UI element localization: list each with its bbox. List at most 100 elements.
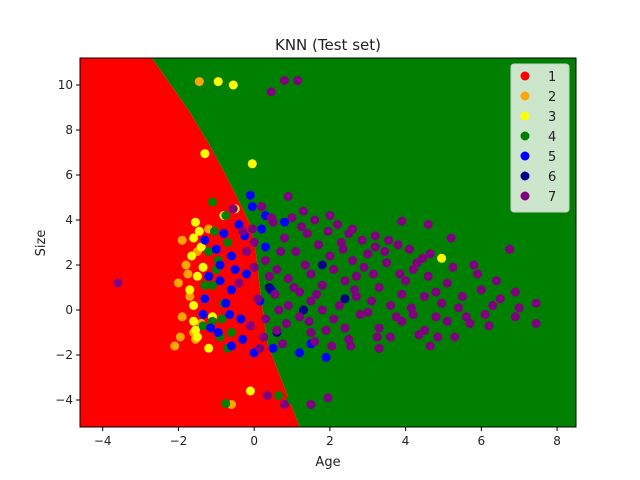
point-class-7 <box>306 400 316 409</box>
point-class-2 <box>170 341 180 351</box>
legend-label-6: 6 <box>548 170 556 185</box>
point-class-5 <box>236 314 246 324</box>
point-class-5 <box>204 271 214 281</box>
point-class-7 <box>262 391 272 400</box>
point-class-7 <box>325 211 335 220</box>
y-tick-label: 10 <box>58 78 73 92</box>
legend-label-3: 3 <box>548 110 556 125</box>
point-class-7 <box>274 305 284 315</box>
y-tick-label: 2 <box>65 258 73 272</box>
point-class-7 <box>505 244 515 254</box>
point-class-4 <box>209 226 219 236</box>
point-class-7 <box>401 276 411 286</box>
point-class-7 <box>386 301 395 310</box>
point-class-7 <box>247 224 257 234</box>
point-class-7 <box>372 332 382 342</box>
y-tick-label: 8 <box>65 123 73 137</box>
point-class-5 <box>215 276 225 286</box>
point-class-7 <box>442 278 452 288</box>
point-class-7 <box>329 265 339 274</box>
point-class-7 <box>510 312 520 322</box>
point-class-7 <box>450 332 460 342</box>
point-class-3 <box>437 253 447 263</box>
point-class-7 <box>329 314 339 324</box>
point-class-2 <box>177 312 187 322</box>
point-class-5 <box>227 251 236 261</box>
point-class-7 <box>531 319 541 328</box>
point-class-7 <box>531 298 541 308</box>
point-class-7 <box>382 258 392 268</box>
point-class-7 <box>289 283 299 292</box>
point-class-7 <box>363 249 373 259</box>
point-class-7 <box>431 287 441 297</box>
point-class-5 <box>230 265 240 274</box>
point-class-5 <box>200 294 210 304</box>
point-class-7 <box>480 310 490 319</box>
point-class-7 <box>348 256 358 265</box>
point-class-7 <box>374 283 384 292</box>
point-class-7 <box>255 343 265 353</box>
point-class-3 <box>196 242 206 252</box>
point-class-7 <box>249 262 259 272</box>
point-class-5 <box>227 341 236 351</box>
point-class-7 <box>370 231 380 241</box>
x-axis-ticks: −4 −2 0 2 4 6 8 <box>94 427 561 448</box>
y-tick-label: 0 <box>65 303 73 317</box>
legend: 1 2 3 4 5 6 7 <box>510 63 570 213</box>
point-class-7 <box>314 240 323 250</box>
legend-box <box>510 63 570 213</box>
point-class-7 <box>306 328 316 337</box>
point-class-7 <box>228 204 238 214</box>
point-class-4 <box>208 280 217 290</box>
point-class-5 <box>321 352 331 362</box>
point-class-7 <box>397 289 407 299</box>
point-class-7 <box>234 278 244 288</box>
point-class-7 <box>423 271 433 281</box>
point-class-7 <box>253 294 263 304</box>
point-class-7 <box>259 332 269 342</box>
point-class-5 <box>206 323 216 333</box>
point-class-6 <box>340 294 350 304</box>
point-class-7 <box>327 341 337 351</box>
x-tick-label: 8 <box>553 434 561 448</box>
point-class-5 <box>198 310 208 319</box>
point-class-3 <box>192 271 202 281</box>
point-class-7 <box>280 76 289 85</box>
point-class-5 <box>295 348 305 358</box>
point-class-7 <box>457 292 467 301</box>
point-class-7 <box>242 247 252 256</box>
point-class-7 <box>317 305 327 315</box>
point-class-7 <box>280 400 289 409</box>
point-class-6 <box>264 283 274 292</box>
point-class-3 <box>198 262 208 272</box>
point-class-7 <box>261 314 270 324</box>
point-class-7 <box>510 287 520 297</box>
point-class-7 <box>302 229 312 238</box>
point-class-7 <box>469 260 479 270</box>
point-class-2 <box>181 260 191 270</box>
region-class-1 <box>80 58 300 427</box>
point-class-7 <box>351 271 361 281</box>
y-tick-label: −4 <box>55 393 73 407</box>
point-class-7 <box>437 298 447 308</box>
legend-marker-1 <box>520 71 530 81</box>
point-class-2 <box>175 332 185 342</box>
point-class-7 <box>344 229 354 238</box>
point-class-7 <box>245 321 255 331</box>
point-class-7 <box>283 191 293 201</box>
legend-marker-4 <box>520 131 530 141</box>
point-class-7 <box>380 247 390 256</box>
point-class-3 <box>200 149 210 159</box>
point-class-7 <box>384 235 394 245</box>
point-class-7 <box>270 289 280 299</box>
point-class-7 <box>281 319 291 328</box>
point-class-7 <box>261 256 270 265</box>
point-class-3 <box>194 226 204 236</box>
point-class-7 <box>446 233 456 243</box>
point-class-7 <box>370 242 380 252</box>
point-class-3 <box>189 316 199 326</box>
point-class-7 <box>433 332 443 342</box>
point-class-7 <box>514 303 524 313</box>
legend-label-5: 5 <box>548 150 556 165</box>
point-class-7 <box>283 274 293 283</box>
